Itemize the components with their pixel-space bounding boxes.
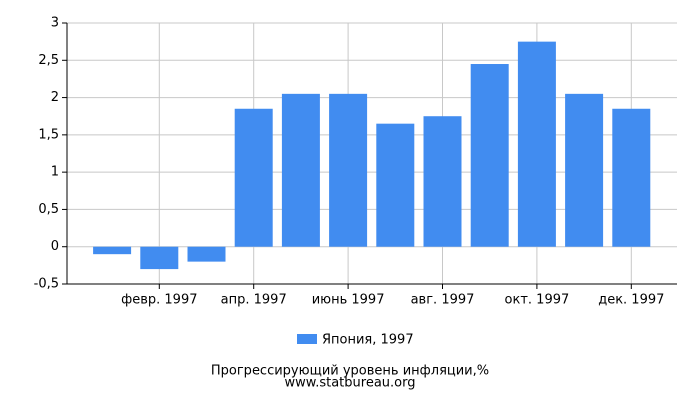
y-tick-label: 0,5	[38, 202, 59, 217]
x-tick-label: авг. 1997	[411, 293, 475, 308]
bar	[140, 246, 179, 270]
x-tick-label: окт. 1997	[505, 293, 570, 308]
bar	[93, 246, 132, 255]
bar	[423, 116, 462, 247]
bar	[612, 108, 651, 247]
chart-title: Прогрессирующий уровень инфляции,%	[211, 364, 489, 379]
y-tick-label: 3	[51, 16, 59, 31]
y-tick-label: -0,5	[34, 277, 59, 292]
bar	[517, 41, 556, 247]
source: www.statbureau.org	[285, 376, 416, 391]
y-tick-label: 2,5	[38, 53, 59, 68]
bar	[234, 108, 273, 247]
x-tick-label: дек. 1997	[598, 293, 664, 308]
y-tick-label: 2	[51, 90, 59, 105]
x-tick-label: апр. 1997	[221, 293, 287, 308]
bar	[565, 93, 604, 247]
y-tick-label: 0	[51, 239, 59, 254]
bar	[187, 246, 226, 262]
bar	[376, 123, 415, 247]
legend-label: Япония, 1997	[322, 333, 414, 348]
bar	[329, 93, 368, 247]
bar	[470, 64, 509, 247]
bar	[281, 93, 320, 247]
x-tick-label: февр. 1997	[121, 293, 197, 308]
x-tick-label: июнь 1997	[312, 293, 385, 308]
y-tick-label: 1,5	[38, 127, 59, 142]
legend-swatch	[297, 334, 317, 344]
y-tick-label: 1	[51, 165, 59, 180]
